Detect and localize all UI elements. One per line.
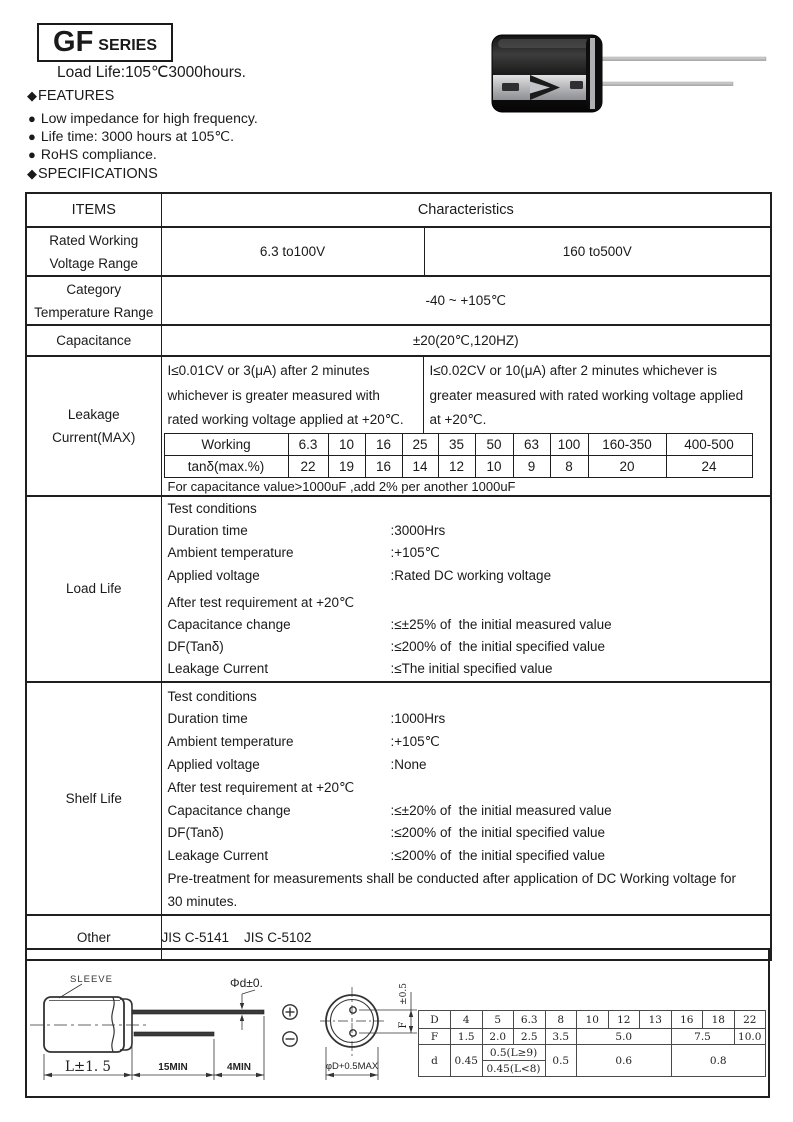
leakage-spec-low-voltage: I≤0.01CV or 3(μA) after 2 minutes whiche… — [162, 357, 424, 433]
feature-item: ● Life time: 3000 hours at 105℃. — [28, 128, 234, 145]
load-life-label: Load Life — [25, 495, 162, 683]
tan-delta-table: Working 6.3 10 16 25 35 50 63 100 160-35… — [163, 433, 753, 478]
diamond-icon: ◆ — [27, 88, 37, 103]
other-standards: JIS C-5141 JIS C-5102 — [160, 913, 772, 961]
f-dimension — [359, 992, 417, 1034]
specifications-table: ITEMS Characteristics Rated Working Volt… — [25, 192, 773, 961]
rated-voltage-row: Rated Working Voltage Range 6.3 to100V 1… — [25, 226, 772, 277]
series-name: GF — [53, 26, 94, 58]
diameter-dim-label: φD+0.5MAX — [326, 1061, 379, 1072]
lead-length-dim-label: 15MIN — [158, 1062, 187, 1073]
diamond-icon: ◆ — [27, 166, 37, 181]
shelf-life-content: Test conditions Duration time:1000Hrs Am… — [160, 680, 772, 916]
feature-item: ● Low impedance for high frequency. — [28, 110, 258, 126]
bullet-icon: ● — [28, 110, 36, 126]
lead-positive — [131, 1009, 265, 1015]
capacitor-lead-bottom — [601, 81, 734, 86]
sleeve-label: SLEEVE — [70, 974, 113, 985]
load-life-row: Load Life Test conditions Duration time:… — [25, 495, 772, 683]
category-temp-value: -40 ~ +105℃ — [160, 275, 772, 326]
diameter-dimension — [325, 1047, 379, 1080]
category-temp-row: Category Temperature Range -40 ~ +105℃ — [25, 275, 772, 326]
rated-voltage-label: Rated Working Voltage Range — [25, 226, 162, 277]
f-tolerance-label: ±0.5 — [399, 983, 409, 1005]
diameter-row: D 4 5 6.3 8 10 12 13 16 18 22 — [418, 1010, 766, 1029]
category-temp-label: Category Temperature Range — [25, 275, 162, 326]
negative-polarity-icon — [282, 1031, 298, 1047]
f-dim-label: F — [398, 1021, 409, 1028]
working-voltage-row: Working 6.3 10 16 25 35 50 63 100 160-35… — [163, 433, 753, 456]
rated-voltage-high: 160 to500V — [423, 226, 772, 277]
shelf-life-row: Shelf Life Test conditions Duration time… — [25, 680, 772, 916]
sleeve-leader-line — [58, 983, 83, 999]
capacitance-label: Capacitance — [25, 324, 162, 357]
specifications-heading: ◆ SPECIFICATIONS — [27, 166, 158, 182]
other-row: Other JIS C-5141 JIS C-5102 — [25, 913, 772, 961]
leakage-spec-high-voltage: I≤0.02CV or 10(μA) after 2 minutes which… — [429, 363, 744, 428]
tan-delta-values-row: tanδ(max.%) 22 19 16 14 12 10 9 8 20 24 — [163, 455, 753, 478]
load-life-summary: Load Life:105℃3000hours. — [57, 64, 246, 81]
lead-dia-row-alt: 0.45(L<8) — [419, 1060, 766, 1077]
length-dimension-lines — [43, 1016, 265, 1080]
leakage-content: I≤0.01CV or 3(μA) after 2 minutes whiche… — [160, 355, 772, 497]
specifications-heading-label: SPECIFICATIONS — [38, 166, 158, 182]
series-title-box: GF SERIES — [37, 23, 173, 62]
lead-tip-dim-label: 4MIN — [227, 1062, 251, 1073]
capacitor-front-view — [320, 987, 384, 1056]
dimension-table: D 4 5 6.3 8 10 12 13 16 18 22 F 1.5 2.0 … — [418, 1010, 766, 1077]
capacitance-note: For capacitance value>1000uF ,add 2% per… — [167, 479, 516, 494]
features-heading: ◆ FEATURES — [27, 88, 114, 104]
capacitance-value: ±20(20℃,120HZ) — [160, 324, 772, 357]
feature-item: ● RoHS compliance. — [28, 146, 157, 162]
lead-dia-row: d 0.45 0.5(L≥9) 0.5 0.6 0.8 — [418, 1044, 766, 1077]
lead-negative — [133, 1031, 215, 1037]
capacitor-body — [491, 34, 603, 113]
dimension-drawing-section: SLEEVE Φd±0. L±1. 5 15MIN 4MIN F ±0.5 φD… — [25, 948, 770, 1098]
outline-drawing: SLEEVE Φd±0. L±1. 5 15MIN 4MIN F ±0.5 φD… — [30, 974, 417, 1080]
positive-polarity-icon — [282, 1004, 298, 1020]
capacitor-photo — [491, 34, 767, 113]
bullet-icon: ● — [28, 146, 36, 162]
features-heading-label: FEATURES — [38, 88, 115, 104]
capacitor-lead-top — [599, 56, 767, 61]
feature-text: Low impedance for high frequency. — [40, 110, 258, 126]
capacitor-side-view — [30, 996, 147, 1053]
pitch-row: F 1.5 2.0 2.5 3.5 5.0 7.5 10.0 — [418, 1028, 766, 1045]
body-length-dim-label: L±1. 5 — [65, 1059, 111, 1075]
load-life-content: Test conditions Duration time:3000Hrs Am… — [160, 495, 772, 683]
lead-diameter-dimension — [239, 989, 256, 1030]
feature-text: RoHS compliance. — [40, 146, 157, 162]
pretreatment-note: Pre-treatment for measurements shall be … — [167, 871, 737, 886]
spec-header-row: ITEMS Characteristics — [25, 192, 772, 228]
rated-voltage-low: 6.3 to100V — [160, 226, 425, 277]
leakage-current-row: Leakage Current(MAX) I≤0.01CV or 3(μA) a… — [25, 355, 772, 497]
feature-text: Life time: 3000 hours at 105℃. — [40, 128, 235, 144]
lead-diameter-label: Φd±0. — [230, 976, 263, 990]
bullet-icon: ● — [28, 129, 36, 144]
items-header: ITEMS — [25, 192, 162, 228]
series-suffix: SERIES — [98, 36, 157, 54]
leakage-label: Leakage Current(MAX) — [25, 355, 162, 497]
other-label: Other — [25, 913, 162, 961]
shelf-life-label: Shelf Life — [25, 680, 162, 916]
capacitance-row: Capacitance ±20(20℃,120HZ) — [25, 324, 772, 357]
characteristics-header: Characteristics — [160, 192, 772, 228]
